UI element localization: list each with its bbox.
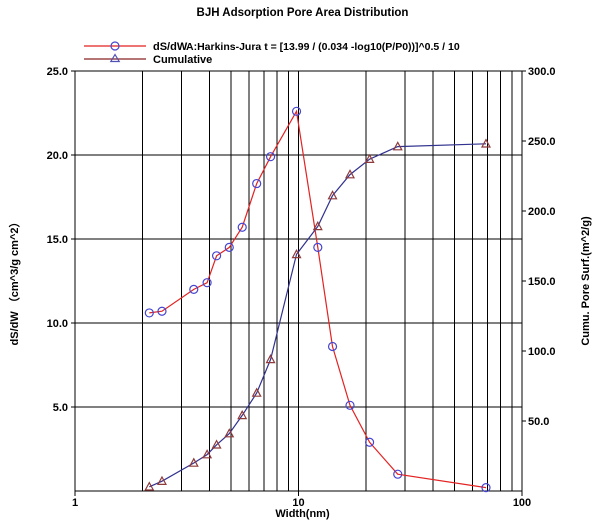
data-point-triangle-icon <box>344 169 356 179</box>
data-point-circle-icon <box>291 106 302 116</box>
y-right-tick-label: 300.0 <box>528 66 556 78</box>
data-point-circle-icon <box>237 222 247 232</box>
legend-label-dsdw: dS/dW <box>153 41 188 53</box>
data-point-triangle-icon <box>291 248 302 259</box>
data-point-circle-icon <box>157 306 167 316</box>
legend-marker-triangle-icon <box>109 53 121 63</box>
series-line-cumulative <box>149 143 487 488</box>
x-tick-label: 10 <box>292 497 304 509</box>
data-point-circle-icon <box>189 284 199 294</box>
annotation-thickness-equation: A:Harkins-Jura t = [13.99 / (0.034 -log1… <box>186 41 460 53</box>
data-point-triangle-icon <box>156 475 167 485</box>
data-point-circle-icon <box>265 152 276 162</box>
legend-marker-circle-icon <box>110 41 120 51</box>
y-axis-label-right: Cumu. Pore Surf.(m^2/g) <box>580 216 592 346</box>
data-point-circle-icon <box>224 242 234 252</box>
y-left-tick-label: 25.0 <box>47 66 68 78</box>
legend-label-cumulative: Cumulative <box>153 54 212 66</box>
data-point-triangle-icon <box>211 439 222 449</box>
data-point-triangle-icon <box>392 141 403 151</box>
x-axis-label: Width(nm) <box>275 508 330 520</box>
y-left-tick-label: 20.0 <box>47 150 68 162</box>
data-point-triangle-icon <box>144 481 155 491</box>
data-point-triangle-icon <box>202 449 213 459</box>
data-point-circle-icon <box>481 483 491 493</box>
data-point-circle-icon <box>327 341 338 352</box>
data-point-triangle-icon <box>327 190 338 200</box>
data-point-circle-icon <box>202 278 212 288</box>
y-right-tick-label: 250.0 <box>528 136 556 148</box>
data-point-circle-icon <box>313 242 323 252</box>
chart-title: BJH Adsorption Pore Area Distribution <box>196 7 409 19</box>
y-right-tick-label: 150.0 <box>528 276 556 288</box>
data-point-circle-icon <box>211 251 222 261</box>
y-left-tick-label: 15.0 <box>47 234 68 246</box>
data-point-circle-icon <box>393 469 403 479</box>
x-tick-label: 100 <box>513 497 531 509</box>
data-point-triangle-icon <box>251 387 262 397</box>
data-point-circle-icon <box>144 308 154 318</box>
y-right-tick-label: 100.0 <box>528 346 556 358</box>
data-point-triangle-icon <box>480 138 491 148</box>
y-left-tick-label: 5.0 <box>53 402 68 414</box>
data-point-triangle-icon <box>224 428 235 438</box>
y-right-tick-label: 200.0 <box>528 206 556 218</box>
series-line-dsdw <box>149 109 487 489</box>
y-axis-label-left: dS/dW （cm^3/g cm^2） <box>9 216 21 346</box>
data-point-circle-icon <box>364 437 375 447</box>
data-point-circle-icon <box>345 400 355 410</box>
data-point-triangle-icon <box>265 353 276 364</box>
data-point-triangle-icon <box>312 220 323 231</box>
data-point-circle-icon <box>252 178 262 189</box>
y-left-tick-label: 10.0 <box>47 318 68 330</box>
plot-layer: 1 10 100 5.0 10.0 15.0 20.0 25.0 50.0 100.0 150.0 2… <box>47 66 556 509</box>
data-point-triangle-icon <box>188 457 199 467</box>
data-point-triangle-icon <box>237 409 248 420</box>
data-point-triangle-icon <box>364 153 375 163</box>
x-tick-label: 1 <box>72 497 78 509</box>
y-right-tick-label: 50.0 <box>528 416 549 428</box>
legend: dS/dW Cumulative <box>84 41 212 66</box>
